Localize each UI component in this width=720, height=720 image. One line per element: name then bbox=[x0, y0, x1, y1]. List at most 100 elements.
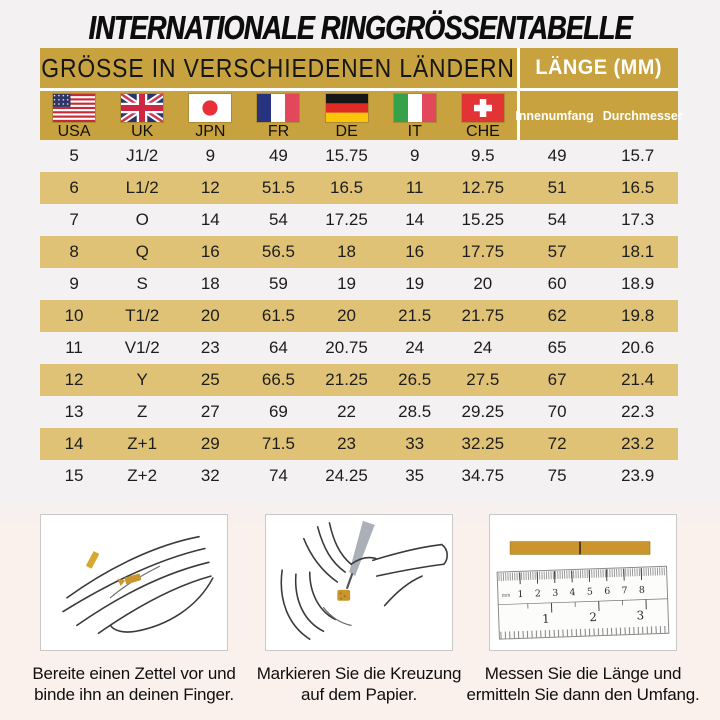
cell-innenumfang: 54 bbox=[547, 210, 567, 229]
durchmesser-header: Durchmesser bbox=[602, 108, 683, 123]
cell-innenumfang: 75 bbox=[547, 466, 567, 485]
cell-de: 17.25 bbox=[325, 210, 368, 229]
cell-de: 16.5 bbox=[330, 178, 364, 197]
cell-usa: 15 bbox=[64, 466, 84, 485]
cell-uk: Y bbox=[136, 370, 148, 389]
cell-fr: 74 bbox=[268, 466, 288, 485]
cell-innenumfang: 62 bbox=[547, 306, 567, 325]
cell-usa: 11 bbox=[65, 338, 83, 357]
country-label: IT bbox=[407, 122, 422, 140]
cell-jpn: 14 bbox=[200, 210, 220, 229]
svg-text:7: 7 bbox=[621, 585, 627, 596]
cell-it: 16 bbox=[405, 242, 425, 261]
cell-durchmesser: 23.2 bbox=[621, 434, 655, 453]
cell-uk: J1/2 bbox=[126, 146, 159, 165]
table-row: 8 Q 16 56.5 18 16 17.75 57 18.1 bbox=[40, 236, 678, 268]
cell-usa: 10 bbox=[64, 306, 84, 325]
svg-text:1: 1 bbox=[517, 589, 523, 600]
country-label: UK bbox=[131, 122, 154, 140]
page-title: INTERNATIONALE RINGGRÖSSENTABELLE bbox=[88, 9, 632, 46]
cell-jpn: 18 bbox=[200, 274, 220, 293]
cell-innenumfang: 65 bbox=[547, 338, 567, 357]
table-row: 11 V1/2 23 64 20.75 24 24 65 20.6 bbox=[40, 332, 678, 364]
cell-fr: 64 bbox=[268, 338, 288, 357]
switzerland-flag-icon bbox=[461, 93, 504, 122]
svg-text:3: 3 bbox=[636, 608, 644, 622]
cell-jpn: 20 bbox=[200, 306, 220, 325]
svg-text:8: 8 bbox=[639, 585, 645, 596]
cell-it: 28.5 bbox=[398, 402, 432, 421]
cell-de: 20 bbox=[337, 306, 357, 325]
cell-che: 32.25 bbox=[461, 434, 505, 453]
cell-che: 34.75 bbox=[461, 466, 505, 485]
cell-che: 24 bbox=[473, 338, 493, 357]
cell-it: 35 bbox=[405, 466, 425, 485]
italy-flag-icon bbox=[393, 93, 436, 122]
table-row: 7 O 14 54 17.25 14 15.25 54 17.3 bbox=[40, 204, 678, 236]
column-fr: FR bbox=[244, 91, 312, 140]
cell-che: 15.25 bbox=[461, 210, 505, 229]
cell-usa: 5 bbox=[69, 146, 79, 165]
cell-che: 12.75 bbox=[461, 178, 505, 197]
cell-fr: 71.5 bbox=[261, 434, 295, 453]
cell-che: 27.5 bbox=[466, 370, 500, 389]
cell-de: 18 bbox=[337, 242, 357, 261]
cell-innenumfang: 67 bbox=[547, 370, 567, 389]
cell-durchmesser: 18.1 bbox=[621, 242, 655, 261]
cell-durchmesser: 23.9 bbox=[621, 466, 655, 485]
instruction-panel-3: mm 1 2 3 4 5 6 7 8 1 2 3 bbox=[489, 514, 677, 651]
cell-durchmesser: 20.6 bbox=[621, 338, 655, 357]
cell-uk: Z+1 bbox=[127, 434, 158, 453]
innenumfang-header: Innenumfang bbox=[515, 108, 594, 123]
cell-jpn: 9 bbox=[205, 146, 216, 165]
flag-row: USA UK JP bbox=[40, 91, 517, 140]
cell-uk: Z+2 bbox=[127, 466, 158, 485]
cell-usa: 7 bbox=[69, 210, 79, 229]
cell-uk: S bbox=[136, 274, 148, 293]
cell-de: 20.75 bbox=[325, 338, 368, 357]
cell-it: 11 bbox=[405, 178, 424, 197]
cell-jpn: 32 bbox=[200, 466, 220, 485]
size-table-rows: 5 J1/2 9 49 15.75 9 9.5 49 15.7 6 L1/2 1… bbox=[40, 140, 678, 492]
svg-text:mm: mm bbox=[502, 593, 511, 598]
table-row: 12 Y 25 66.5 21.25 26.5 27.5 67 21.4 bbox=[40, 364, 678, 396]
japan-flag-icon bbox=[189, 93, 232, 122]
cell-fr: 51.5 bbox=[261, 178, 295, 197]
country-label: USA bbox=[57, 122, 91, 140]
cell-it: 24 bbox=[405, 338, 425, 357]
instruction-panel-1 bbox=[40, 514, 228, 651]
cell-che: 17.75 bbox=[461, 242, 505, 261]
cell-fr: 59 bbox=[268, 274, 288, 293]
svg-text:4: 4 bbox=[569, 587, 575, 598]
instruction-caption-3: Messen Sie die Länge und ermitteln Sie d… bbox=[466, 664, 700, 704]
cell-fr: 61.5 bbox=[261, 306, 295, 325]
svg-text:2: 2 bbox=[589, 610, 597, 624]
table-row: 10 T1/2 20 61.5 20 21.5 21.75 62 19.8 bbox=[40, 300, 678, 332]
cell-innenumfang: 72 bbox=[547, 434, 567, 453]
column-uk: UK bbox=[108, 91, 176, 140]
country-label: JPN bbox=[195, 122, 226, 140]
france-flag-icon bbox=[257, 93, 300, 122]
cell-de: 22 bbox=[337, 402, 357, 421]
cell-it: 21.5 bbox=[398, 306, 432, 325]
cell-durchmesser: 17.3 bbox=[621, 210, 655, 229]
cell-fr: 69 bbox=[268, 402, 288, 421]
cell-de: 23 bbox=[337, 434, 357, 453]
cell-uk: Z bbox=[136, 402, 148, 421]
cell-it: 26.5 bbox=[398, 370, 432, 389]
cell-usa: 12 bbox=[64, 370, 84, 389]
cell-usa: 8 bbox=[69, 242, 79, 261]
cell-usa: 9 bbox=[69, 274, 79, 293]
cell-fr: 54 bbox=[268, 210, 288, 229]
country-label: CHE bbox=[466, 122, 500, 140]
cell-de: 21.25 bbox=[325, 370, 368, 389]
cell-che: 20 bbox=[473, 274, 493, 293]
table-header-bands: GRÖSSE IN VERSCHIEDENEN LÄNDERN LÄNGE (M… bbox=[40, 48, 683, 140]
cell-durchmesser: 15.7 bbox=[621, 146, 655, 165]
instruction-panel-2 bbox=[265, 514, 453, 651]
table-row: 9 S 18 59 19 19 20 60 18.9 bbox=[40, 268, 678, 300]
cell-de: 15.75 bbox=[325, 146, 368, 165]
cell-durchmesser: 19.8 bbox=[621, 306, 655, 325]
column-che: CHE bbox=[449, 91, 517, 140]
